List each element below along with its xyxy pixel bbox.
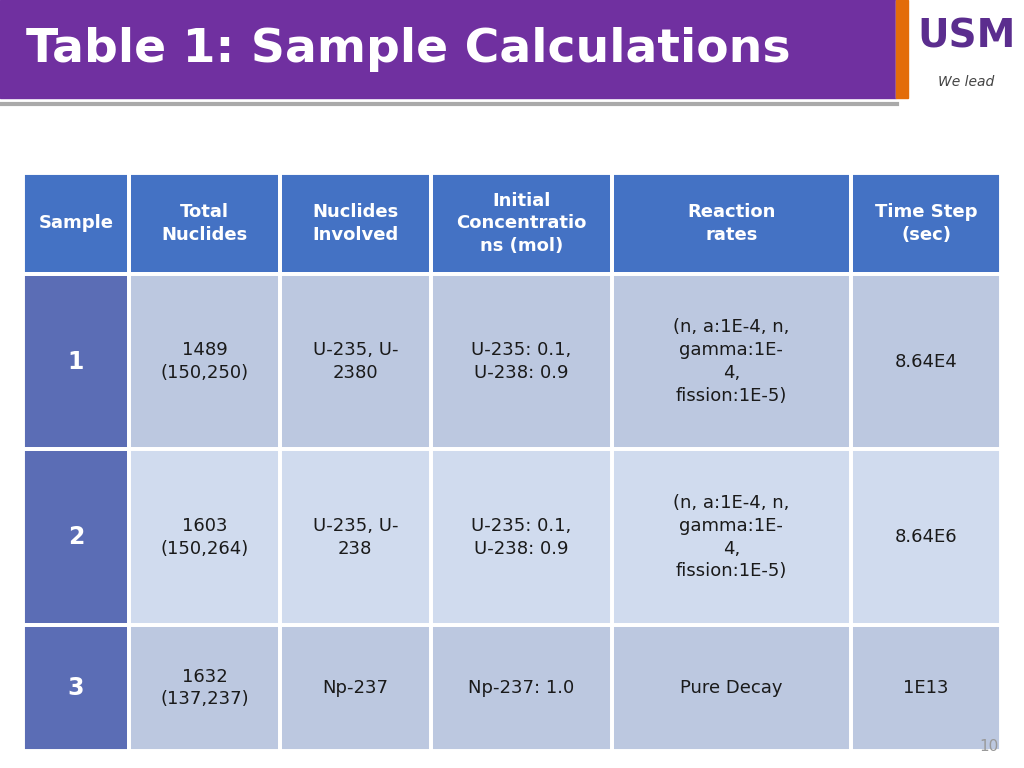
Bar [280, 274, 430, 449]
Bar [129, 274, 280, 449]
Bar [851, 625, 1001, 751]
Text: Reaction
rates: Reaction rates [687, 203, 775, 244]
Bar [129, 625, 280, 751]
Bar [129, 449, 280, 625]
Text: 8.64E4: 8.64E4 [895, 353, 957, 371]
Bar [611, 173, 851, 274]
Bar [430, 625, 611, 751]
Bar [611, 625, 851, 751]
Text: Np-237: Np-237 [323, 679, 388, 697]
Bar [611, 274, 851, 449]
Bar [611, 173, 851, 274]
Text: 1489
(150,250): 1489 (150,250) [161, 341, 249, 382]
Text: U-235, U-
238: U-235, U- 238 [312, 517, 398, 558]
Bar [23, 173, 129, 274]
Bar [280, 173, 430, 274]
Text: Np-237: 1.0: Np-237: 1.0 [468, 679, 574, 697]
Bar [23, 449, 129, 625]
Bar [23, 625, 129, 751]
Text: 1632
(137,237): 1632 (137,237) [161, 667, 249, 708]
Bar [611, 625, 851, 751]
Text: Initial
Concentratio
ns (mol): Initial Concentratio ns (mol) [456, 191, 587, 255]
Bar [430, 173, 611, 274]
Bar [280, 449, 430, 625]
Bar [129, 173, 280, 274]
Bar [896, 0, 908, 98]
Text: We lead: We lead [938, 74, 994, 88]
Bar [430, 173, 611, 274]
Bar [23, 274, 129, 449]
Text: 1E13: 1E13 [903, 679, 949, 697]
Text: 8.64E6: 8.64E6 [895, 528, 957, 546]
Text: 1603
(150,264): 1603 (150,264) [161, 517, 249, 558]
Text: 2: 2 [68, 525, 84, 549]
Text: (n, a:1E-4, n,
gamma:1E-
4,
fission:1E-5): (n, a:1E-4, n, gamma:1E- 4, fission:1E-5… [673, 494, 790, 581]
Bar [611, 274, 851, 449]
Bar [280, 274, 430, 449]
Bar [611, 449, 851, 625]
Bar [851, 449, 1001, 625]
Bar [851, 625, 1001, 751]
Bar [430, 625, 611, 751]
Bar [129, 274, 280, 449]
Bar [280, 625, 430, 751]
Text: U-235, U-
2380: U-235, U- 2380 [312, 341, 398, 382]
Bar [280, 625, 430, 751]
Text: U-235: 0.1,
U-238: 0.9: U-235: 0.1, U-238: 0.9 [471, 517, 571, 558]
Bar [129, 449, 280, 625]
Bar [851, 449, 1001, 625]
Text: Time Step
(sec): Time Step (sec) [874, 203, 978, 244]
Bar [851, 274, 1001, 449]
Bar [430, 274, 611, 449]
Text: U-235: 0.1,
U-238: 0.9: U-235: 0.1, U-238: 0.9 [471, 341, 571, 382]
Bar [23, 274, 129, 449]
Text: 10: 10 [979, 739, 998, 754]
Text: Pure Decay: Pure Decay [680, 679, 782, 697]
Bar [896, 0, 1024, 98]
Text: (n, a:1E-4, n,
gamma:1E-
4,
fission:1E-5): (n, a:1E-4, n, gamma:1E- 4, fission:1E-5… [673, 319, 790, 405]
Bar [23, 173, 129, 274]
Bar [430, 449, 611, 625]
Bar [23, 449, 129, 625]
Text: Table 1: Sample Calculations: Table 1: Sample Calculations [26, 27, 791, 71]
Text: Nuclides
Involved: Nuclides Involved [312, 203, 398, 244]
Bar [430, 449, 611, 625]
Bar [851, 274, 1001, 449]
Text: 3: 3 [68, 676, 84, 700]
Bar [280, 173, 430, 274]
Bar [611, 449, 851, 625]
Bar [129, 173, 280, 274]
Bar [23, 625, 129, 751]
Text: 1: 1 [68, 349, 84, 374]
Bar [851, 173, 1001, 274]
Bar [0, 0, 896, 98]
Text: USM: USM [916, 18, 1016, 55]
Bar [430, 274, 611, 449]
Bar [280, 449, 430, 625]
Bar [129, 625, 280, 751]
Bar [851, 173, 1001, 274]
Text: Sample: Sample [39, 214, 114, 233]
Text: Total
Nuclides: Total Nuclides [162, 203, 248, 244]
